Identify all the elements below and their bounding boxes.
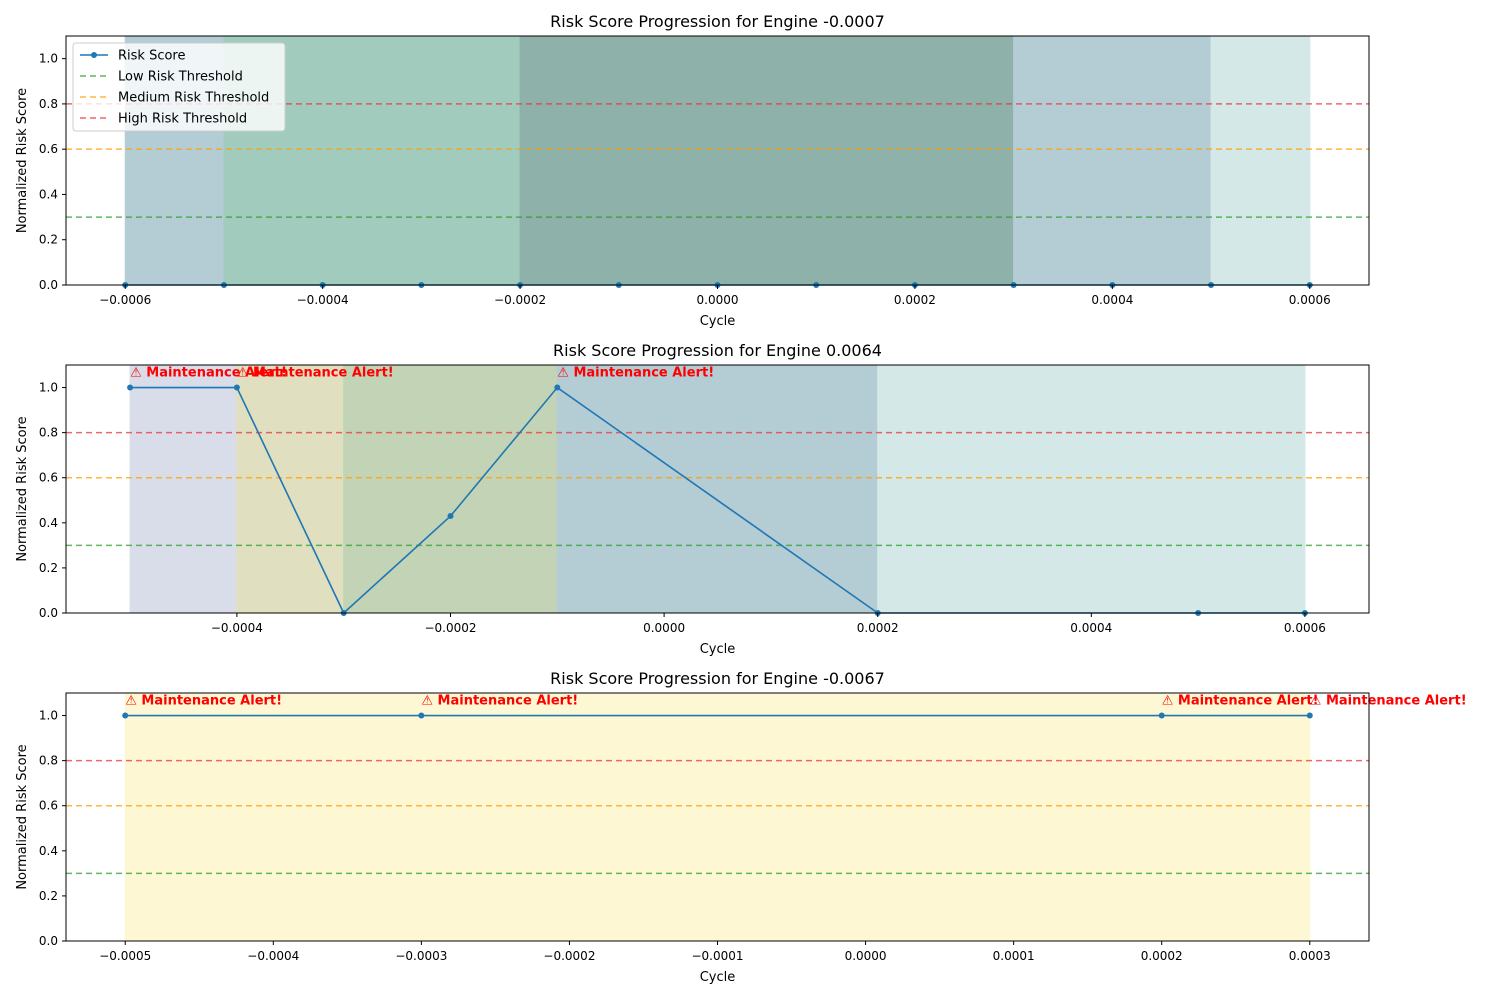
x-tick-label: 0.0001 (993, 949, 1035, 963)
x-tick-label: 0.0002 (1141, 949, 1183, 963)
legend-box (72, 42, 286, 132)
legend: Risk Score Low Risk Threshold Medium Risk … (72, 42, 286, 132)
plot-frame (65, 364, 1370, 614)
shaded-region (129, 364, 238, 614)
shaded-region (1013, 35, 1212, 286)
risk-score-point (1306, 712, 1313, 719)
shaded-region (343, 364, 558, 614)
legend-entry: Low Risk Threshold (118, 70, 243, 85)
y-tick-label: 1.0 (39, 709, 58, 723)
x-tick-label: −0.0004 (297, 293, 349, 307)
shaded-region (1210, 35, 1311, 286)
y-tick-label: 0.0 (39, 278, 58, 292)
y-tick-label: 0.8 (39, 754, 58, 768)
y-tick-label: 0.4 (39, 844, 58, 858)
risk-score-point (1158, 712, 1165, 719)
legend-entry: Risk Score (118, 49, 186, 64)
x-tick-label: −0.0006 (99, 293, 151, 307)
y-axis-label: Normalized Risk Score (15, 88, 30, 233)
y-tick-label: 0.4 (39, 516, 58, 530)
y-tick-label: 1.0 (39, 381, 58, 395)
y-tick-label: 1.0 (39, 52, 58, 66)
x-tick-label: 0.0002 (857, 621, 899, 635)
chart-title: Risk Score Progression for Engine 0.0064 (553, 341, 882, 360)
y-tick-label: 0.6 (39, 799, 58, 813)
x-tick-label: −0.0002 (543, 949, 595, 963)
legend-entry: High Risk Threshold (118, 112, 247, 127)
legend-marker (91, 52, 97, 58)
risk-score-point (447, 513, 454, 520)
x-axis-label: Cycle (700, 642, 736, 657)
chart-panel-2: ⚠ Maintenance Alert!⚠ Maintenance Alert!… (15, 341, 1370, 657)
x-tick-label: 0.0006 (1284, 621, 1326, 635)
x-tick-label: 0.0000 (845, 949, 887, 963)
maintenance-alert-label: ⚠ Maintenance Alert! (1310, 694, 1467, 709)
y-tick-label: 0.0 (39, 606, 58, 620)
y-tick-label: 0.6 (39, 471, 58, 485)
shaded-region (236, 364, 345, 614)
shaded-region (556, 364, 879, 614)
x-tick-label: 0.0002 (894, 293, 936, 307)
risk-score-point (127, 384, 134, 391)
maintenance-alert-label: ⚠ Maintenance Alert! (125, 694, 282, 709)
risk-score-point (233, 384, 240, 391)
x-tick-label: 0.0003 (1289, 949, 1331, 963)
shaded-region (124, 692, 1311, 942)
risk-score-point (122, 712, 129, 719)
maintenance-alert-label: ⚠ Maintenance Alert! (237, 366, 394, 381)
shaded-region (877, 364, 1306, 614)
x-tick-label: −0.0004 (247, 949, 299, 963)
y-axis-label: Normalized Risk Score (15, 416, 30, 561)
y-tick-label: 0.2 (39, 889, 58, 903)
risk-score-point (554, 384, 561, 391)
shaded-region (519, 35, 1015, 286)
y-tick-label: 0.8 (39, 97, 58, 111)
y-axis-label: Normalized Risk Score (15, 744, 30, 889)
chart-title: Risk Score Progression for Engine -0.000… (550, 12, 885, 31)
x-tick-label: −0.0002 (424, 621, 476, 635)
y-tick-label: 0.2 (39, 561, 58, 575)
y-tick-label: 0.6 (39, 142, 58, 156)
maintenance-alert-label: ⚠ Maintenance Alert! (557, 366, 714, 381)
x-axis-label: Cycle (700, 314, 736, 329)
chart-panel-3: ⚠ Maintenance Alert! ⚠ Maintenance Alert!… (15, 669, 1467, 985)
x-tick-label: −0.0005 (99, 949, 151, 963)
x-tick-label: 0.0006 (1289, 293, 1331, 307)
x-tick-label: −0.0001 (691, 949, 743, 963)
x-tick-label: 0.0000 (697, 293, 739, 307)
x-tick-label: −0.0003 (395, 949, 447, 963)
maintenance-alert-label: ⚠ Maintenance Alert! (130, 366, 287, 381)
x-tick-label: 0.0004 (1091, 293, 1133, 307)
y-tick-label: 0.0 (39, 934, 58, 948)
risk-score-point (418, 712, 425, 719)
maintenance-alert-label: ⚠ Maintenance Alert! (1162, 694, 1319, 709)
chart-title: Risk Score Progression for Engine -0.006… (550, 669, 885, 688)
x-tick-label: 0.0004 (1070, 621, 1112, 635)
chart-panel-1: −0.0006 −0.0004 −0.0002 0.0000 0.0002 0.0004 0… (15, 12, 1370, 329)
x-axis-label: Cycle (700, 970, 736, 985)
y-tick-label: 0.8 (39, 426, 58, 440)
maintenance-alert-label: ⚠ Maintenance Alert! (421, 694, 578, 709)
x-tick-label: −0.0004 (211, 621, 263, 635)
y-tick-label: 0.2 (39, 233, 58, 247)
legend-entry: Medium Risk Threshold (118, 91, 269, 106)
x-tick-label: −0.0002 (494, 293, 546, 307)
y-tick-label: 0.4 (39, 187, 58, 201)
x-tick-label: 0.0000 (643, 621, 685, 635)
